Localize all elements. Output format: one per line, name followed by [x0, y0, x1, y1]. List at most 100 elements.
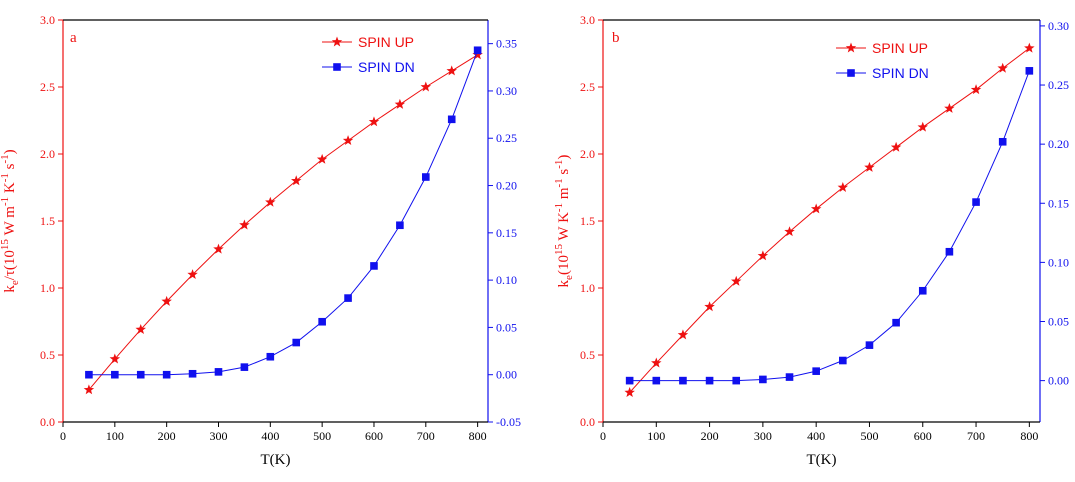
right-tick-label: 0.00: [1048, 374, 1069, 388]
x-tick-label: 400: [807, 429, 825, 443]
x-tick-label: 200: [158, 429, 176, 443]
data-point-spin-up: [472, 49, 483, 60]
right-tick-label: 0.05: [496, 320, 517, 334]
left-tick-label: 0.0: [580, 415, 595, 429]
data-point-spin-dn: [705, 376, 714, 385]
data-point-spin-dn: [292, 338, 301, 347]
data-point-spin-up: [917, 121, 928, 132]
right-tick-label: 0.20: [496, 179, 517, 193]
right-tick-label: 0.30: [496, 84, 517, 98]
data-point-spin-dn: [1025, 67, 1034, 75]
data-point-spin-up: [970, 84, 982, 95]
x-tick-label: 800: [1020, 429, 1038, 443]
right-tick-label: 0.10: [496, 273, 517, 287]
data-point-spin-up: [731, 275, 742, 286]
data-point-spin-dn: [447, 115, 456, 124]
data-point-spin-up: [944, 102, 955, 113]
data-point-spin-dn: [892, 318, 900, 327]
left-tick-label: 2.5: [580, 80, 595, 94]
x-tick-label: 300: [754, 429, 772, 443]
data-point-spin-up: [651, 357, 662, 368]
panel-label: a: [70, 30, 77, 46]
right-tick-label: -0.05: [496, 415, 521, 429]
data-point-spin-dn: [918, 286, 927, 295]
data-point-spin-up: [624, 387, 635, 397]
data-point-spin-dn: [188, 369, 197, 378]
x-tick-label: 700: [967, 429, 985, 443]
series-line-spin-up: [629, 47, 1030, 393]
left-tick-label: 2.0: [580, 147, 595, 161]
right-tick-label: 0.00: [496, 368, 517, 382]
data-point-spin-dn: [370, 262, 378, 270]
data-point-spin-dn: [732, 376, 741, 385]
data-point-spin-up: [757, 250, 769, 261]
right-tick-label: 0.25: [496, 131, 517, 145]
legend-marker-square: [333, 63, 341, 71]
data-point-spin-up: [109, 353, 121, 364]
data-point-spin-up: [677, 329, 689, 340]
legend-label: SPIN UP: [872, 40, 928, 56]
panel-label: b: [612, 30, 620, 46]
data-point-spin-dn: [214, 368, 223, 376]
data-point-spin-up: [161, 295, 172, 306]
data-point-spin-up: [265, 196, 276, 207]
y-axis-title-left: ke/τ(1015 W m-1 K-1 s-1): [0, 149, 21, 292]
data-point-spin-up: [83, 384, 95, 395]
data-point-spin-dn: [759, 375, 767, 384]
x-tick-label: 700: [417, 429, 435, 443]
data-point-spin-up: [291, 175, 302, 186]
data-point-spin-up: [394, 98, 406, 109]
series-line-spin-dn: [629, 70, 1030, 382]
y-axis-title-left: ke(1015 W K-1 m-1 s-1): [553, 155, 575, 288]
right-tick-label: 0.15: [496, 226, 517, 240]
left-tick-label: 1.5: [580, 214, 595, 228]
data-point-spin-up: [239, 219, 250, 230]
left-tick-label: 3.0: [580, 13, 595, 27]
data-point-spin-dn: [85, 370, 93, 379]
data-point-spin-up: [213, 243, 224, 254]
left-tick-label: 0.5: [580, 348, 595, 362]
data-point-spin-dn: [679, 376, 687, 385]
data-point-spin-dn: [972, 198, 980, 206]
data-point-spin-up: [316, 153, 328, 164]
series-line-spin-up: [88, 54, 478, 391]
data-point-spin-up: [810, 203, 822, 214]
data-point-spin-up: [187, 269, 198, 280]
data-point-spin-dn: [945, 247, 954, 256]
left-tick-label: 3.0: [40, 13, 55, 27]
data-point-spin-dn: [839, 356, 847, 365]
x-tick-label: 500: [860, 429, 878, 443]
data-point-spin-dn: [240, 363, 249, 371]
data-point-spin-dn: [266, 352, 275, 361]
right-tick-label: 0.25: [1048, 78, 1069, 92]
right-tick-label: 0.30: [1048, 19, 1069, 33]
data-point-spin-dn: [652, 376, 661, 385]
x-tick-label: 100: [106, 429, 124, 443]
data-point-spin-dn: [136, 370, 145, 379]
legend-marker-star: [845, 42, 857, 53]
data-point-spin-up: [446, 65, 457, 76]
right-tick-label: 0.15: [1048, 196, 1069, 210]
right-tick-label: 0.35: [496, 37, 517, 51]
data-point-spin-up: [997, 62, 1008, 73]
legend-marker-square: [847, 69, 855, 77]
left-tick-label: 1.0: [580, 281, 595, 295]
left-tick-label: 0.0: [40, 415, 55, 429]
x-axis-title: T(K): [261, 452, 291, 468]
right-tick-label: 0.10: [1048, 255, 1069, 269]
left-tick-label: 1.0: [40, 281, 55, 295]
x-tick-label: 100: [647, 429, 665, 443]
series-line-spin-dn: [88, 50, 479, 376]
x-tick-label: 400: [261, 429, 279, 443]
data-point-spin-up: [704, 301, 715, 312]
legend-label: SPIN UP: [358, 34, 414, 50]
data-point-spin-up: [368, 116, 380, 127]
x-tick-label: 200: [701, 429, 719, 443]
left-tick-label: 0.5: [40, 348, 55, 362]
data-point-spin-dn: [785, 373, 794, 381]
x-tick-label: 800: [469, 429, 487, 443]
x-tick-label: 0: [600, 429, 606, 443]
data-point-spin-up: [342, 135, 354, 146]
data-point-spin-up: [420, 81, 432, 92]
